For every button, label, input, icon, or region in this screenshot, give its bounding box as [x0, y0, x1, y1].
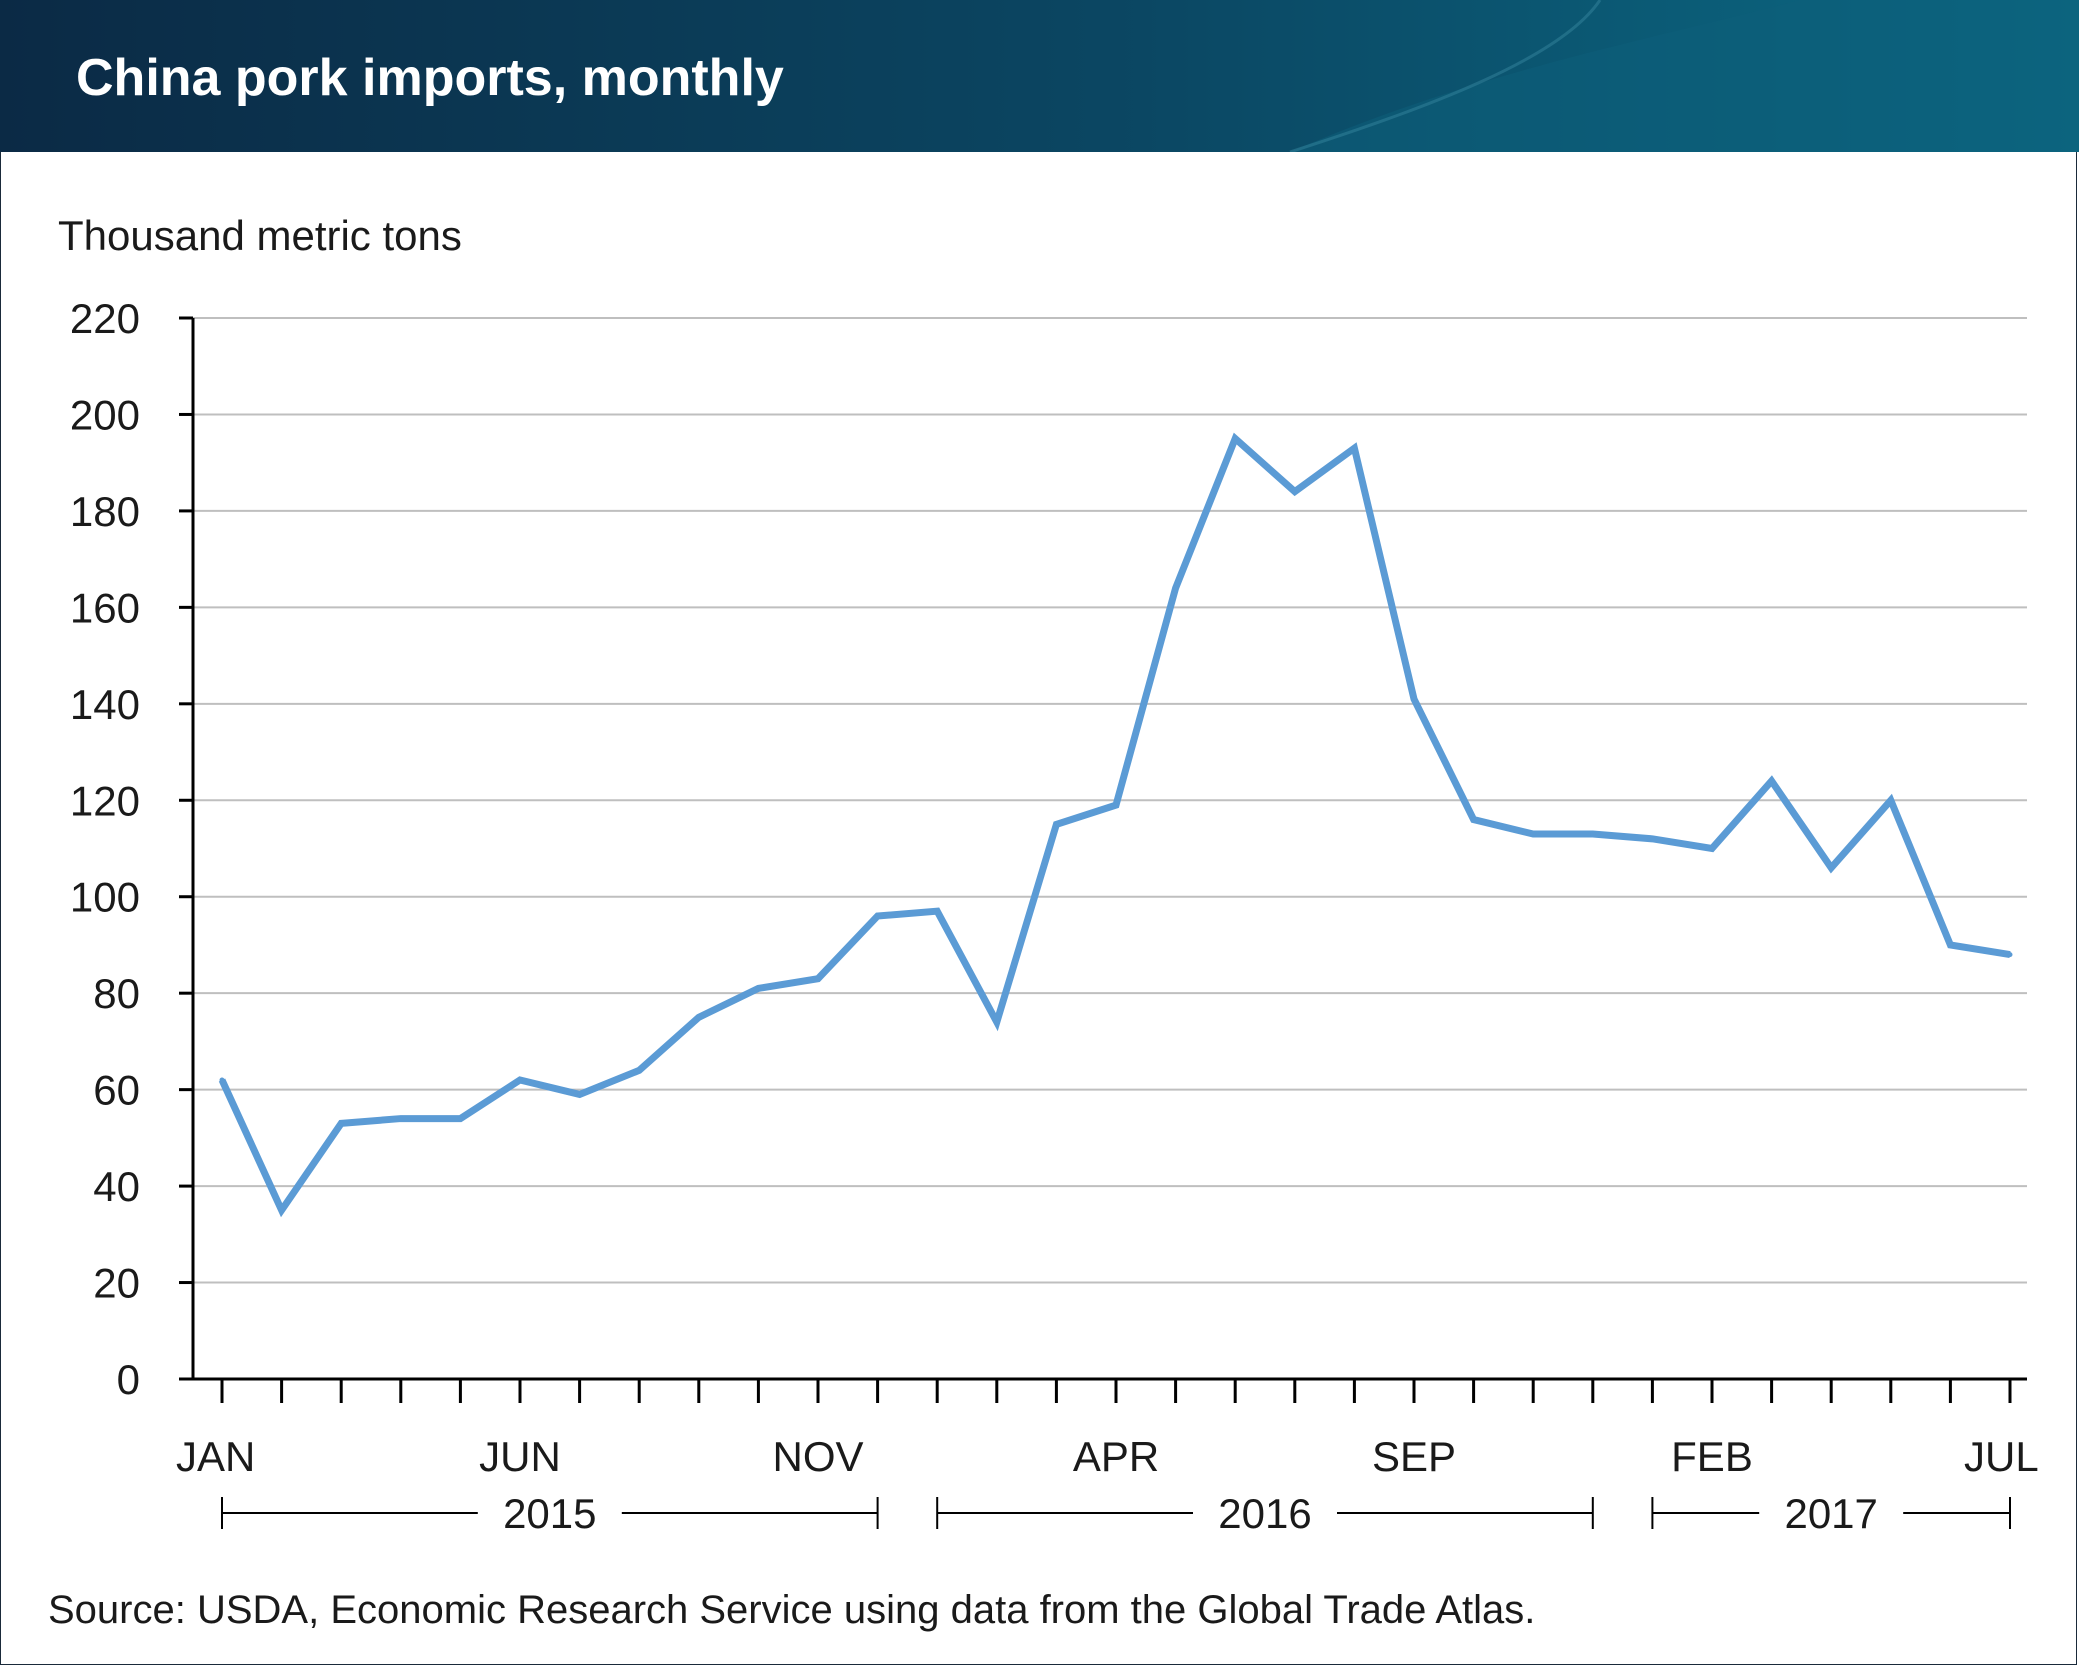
data-point — [1828, 865, 1834, 871]
axes — [179, 318, 2027, 1381]
data-point — [1113, 802, 1119, 808]
year-label: 2016 — [1218, 1490, 1311, 1537]
y-tick-label: 0 — [117, 1356, 140, 1403]
data-point — [398, 1116, 404, 1122]
data-point — [1888, 797, 1894, 803]
y-tick-label: 160 — [70, 584, 140, 631]
data-point — [338, 1120, 344, 1126]
data-point — [875, 913, 881, 919]
x-tick-label: SEP — [1372, 1433, 1456, 1480]
y-tick-label: 40 — [93, 1163, 140, 1210]
data-point — [1411, 696, 1417, 702]
y-axis-ticks: 0 20 40 60 80 100 120 140 160 180 200 220 — [70, 295, 193, 1403]
data-point — [696, 1014, 702, 1020]
y-tick-label: 220 — [70, 295, 140, 342]
y-tick-label: 100 — [70, 874, 140, 921]
year-label: 2015 — [503, 1490, 596, 1537]
x-tick-label: JUN — [479, 1433, 561, 1480]
y-tick-label: 20 — [93, 1260, 140, 1307]
data-point — [457, 1116, 463, 1122]
data-point — [1649, 836, 1655, 842]
data-point — [755, 985, 761, 991]
data-point — [1530, 831, 1536, 837]
x-tick-label: FEB — [1671, 1433, 1753, 1480]
data-point — [1351, 445, 1357, 451]
data-point — [1471, 817, 1477, 823]
y-axis-label: Thousand metric tons — [58, 212, 462, 259]
data-point — [934, 908, 940, 914]
data-point — [1709, 846, 1715, 851]
chart-title: China pork imports, monthly — [76, 49, 784, 107]
x-tick-label: JAN — [176, 1433, 255, 1480]
y-tick-label: 200 — [70, 391, 140, 438]
data-point — [2007, 952, 2013, 958]
y-tick-label: 180 — [70, 488, 140, 535]
title-banner: China pork imports, monthly — [0, 0, 2079, 152]
data-point — [219, 1077, 225, 1083]
series-layer — [218, 432, 2013, 1218]
series-line — [218, 432, 2011, 1218]
source-note: Source: USDA, Economic Research Service … — [48, 1588, 1536, 1632]
data-point — [1053, 821, 1059, 827]
data-point — [577, 1091, 583, 1097]
data-point — [1769, 778, 1775, 784]
x-tick-label: APR — [1073, 1433, 1159, 1480]
x-tick-label: NOV — [772, 1433, 863, 1480]
gridlines — [193, 317, 2027, 1284]
y-tick-label: 60 — [93, 1067, 140, 1114]
x-axis-ticks: JAN JUN NOV APR SEP FEB JUL — [176, 1379, 2039, 1480]
y-tick-label: 120 — [70, 777, 140, 824]
data-point — [1292, 489, 1298, 495]
banner-background — [0, 0, 2079, 152]
y-tick-label: 80 — [93, 970, 140, 1017]
data-point — [636, 1067, 642, 1073]
data-point — [279, 1207, 285, 1213]
data-point — [815, 976, 821, 982]
data-point — [517, 1077, 523, 1083]
x-tick-label: JUL — [1964, 1433, 2039, 1480]
year-label: 2017 — [1784, 1490, 1877, 1537]
data-point — [1173, 585, 1179, 591]
data-point — [994, 1019, 1000, 1025]
data-point — [1232, 436, 1238, 442]
data-point — [1590, 831, 1596, 837]
year-brackets: 2015 2016 2017 — [221, 1490, 2011, 1537]
data-point — [1947, 942, 1953, 948]
y-tick-label: 140 — [70, 681, 140, 728]
